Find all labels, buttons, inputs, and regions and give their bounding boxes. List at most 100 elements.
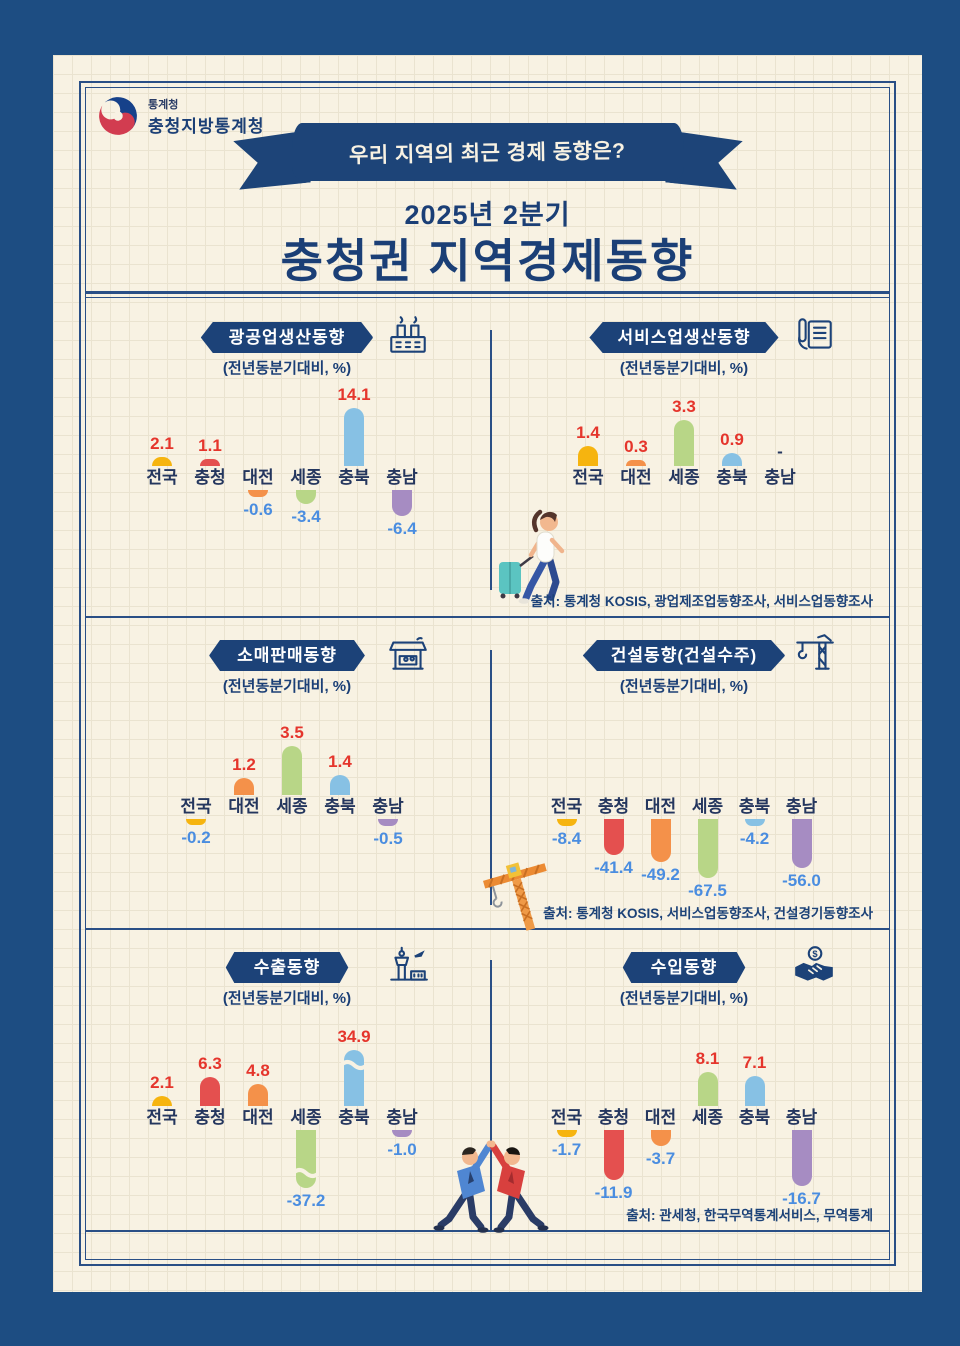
bar-column: 세종 -37.2 [282,1026,330,1210]
bar [282,746,302,795]
bar [674,419,694,466]
category-label: 대전 [644,1108,677,1127]
bar-chart-service-production: 1.4 전국 0.3 대전 3.3 세종 0.9 충북 - 충남 [564,386,804,570]
bar-value-label: -0.2 [181,828,211,847]
bar-column: 충청 -11.9 [590,1026,637,1210]
category-label: 전국 [180,797,212,816]
bar-column: 충남 -0.5 [364,715,412,899]
bar-value-label: -0.6 [243,500,273,519]
bar-column: 3.5 세종 [268,715,316,899]
bar-column: 8.1 세종 [684,1026,731,1210]
bar [744,819,765,826]
section-production: 광공업생산동향 (전년동분기대비, %) 2.1 전국 1.1 충청 대전 -0.6 세종 -… [85,300,890,618]
source-note: 출처: 관세청, 한국무역통계서비스, 무역통계 [626,1208,873,1223]
bar-chart-mining-production: 2.1 전국 1.1 충청 대전 -0.6 세종 -3.4 14.1 충북 충남 -6.4 [138,385,426,570]
bar-column: 1.4 충북 [316,715,364,899]
category-label: 전국 [550,797,583,816]
category-label: 충남 [764,468,796,487]
bar-column: 2.1 전국 [138,386,186,570]
bar-value-label: -56.0 [782,871,821,891]
bar-column: 전국 -1.7 [543,1026,590,1210]
bar [152,1096,172,1106]
crane-icon [791,632,837,679]
bar-column: 34.9 충북 [330,1026,378,1210]
category-label: 세종 [276,797,308,816]
bar-value-label: 8.1 [695,1048,720,1068]
agency-logo: 통계청 충청지방통계청 [97,95,264,137]
chart-subtitle: (전년동분기대비, %) [222,990,352,1007]
airport-icon [385,944,431,991]
bar-value-label: -16.7 [782,1189,821,1208]
bar [344,408,364,466]
bar-column: 0.9 충북 [708,386,756,570]
bar [603,1130,624,1180]
bar [392,1130,412,1137]
bar-value-label: -4.2 [739,829,770,848]
bar-value-label: -1.0 [387,1140,417,1159]
page-title: 충청권 지역경제동향 [280,235,695,287]
bar-value-label: -41.4 [594,858,633,878]
bar-value-label: 2.1 [150,434,174,454]
chart-subtitle: (전년동분기대비, %) [619,990,749,1007]
bar [378,819,398,826]
bar-column: 2.1 전국 [138,1026,186,1210]
bar-value-label: 2.1 [150,1073,174,1093]
bar-value-label: -6.4 [387,519,417,539]
bar-column: 세종 -3.4 [282,386,330,570]
bar-value-label: 1.4 [576,423,600,443]
category-label: 충남 [785,1108,818,1127]
bar-value-label: -0.5 [373,829,403,848]
bar-column: 대전 -49.2 [637,715,684,899]
bar-value-label: 4.8 [246,1060,270,1080]
category-label: 세종 [691,797,724,816]
bar-column: 3.3 세종 [660,386,708,570]
bar-column: 충남 -6.4 [378,386,426,570]
vertical-divider [490,960,492,1230]
statistics-korea-emblem [99,97,137,135]
bar-chart-construction-orders: 전국 -8.4 충청 -41.4 대전 -49.2 세종 -67.5 충북 -4.2 충남 -56.0 [543,715,825,900]
category-label: 대전 [242,1108,274,1127]
factory-icon [385,314,431,361]
category-label: 대전 [644,797,677,816]
ribbon-text: 우리 지역의 최근 경제 동향은? [349,139,626,168]
category-label: 전국 [550,1108,583,1127]
bar-column: 1.1 충청 [186,386,234,570]
bar [556,819,577,827]
vertical-divider [490,650,492,905]
bar-value-label: 14.1 [337,385,371,405]
bar [697,1071,718,1106]
bar [330,775,350,795]
bar-column: 전국 -8.4 [543,715,590,899]
bar-column: 충북 -4.2 [731,715,778,899]
bar [650,819,671,863]
category-label: 충남 [785,797,818,816]
category-label: 충북 [338,1108,370,1127]
category-label: 충남 [386,468,418,487]
bar-column: 1.4 전국 [564,386,612,570]
category-label: 세종 [691,1108,724,1127]
category-label: 대전 [228,797,260,816]
bar-column: 4.8 대전 [234,1026,282,1210]
bar [556,1130,577,1138]
chart-title-banner: 수입동향 [622,952,746,983]
category-label: 대전 [620,468,652,487]
vertical-divider [490,330,492,590]
period-label: 2025년 2분기 [404,200,571,230]
bar [392,490,412,517]
chart-subtitle: (전년동분기대비, %) [222,360,352,377]
category-label: 충청 [597,1108,630,1127]
section-trade: 수출동향 (전년동분기대비, %) 2.1 전국 6.3 충청 4.8 대전 세종 -37.2… [85,930,890,1233]
chart-subtitle: (전년동분기대비, %) [619,360,749,377]
bar-column: 대전 -3.7 [637,1026,684,1210]
handshake-icon: $ [791,944,837,991]
svg-text:$: $ [812,948,818,959]
category-label: 충북 [738,1108,771,1127]
chart-title-banner: 서비스업생산동향 [589,322,779,353]
source-note: 출처: 통계청 KOSIS, 광업제조업동향조사, 서비스업동향조사 [530,594,873,609]
category-label: 충북 [338,468,370,487]
category-label: 세종 [668,468,700,487]
source-note: 출처: 통계청 KOSIS, 서비스업동향조사, 건설경기동향조사 [543,906,873,921]
bar-value-label: 34.9 [337,1027,371,1046]
bar [296,490,316,504]
bar [341,1050,367,1106]
